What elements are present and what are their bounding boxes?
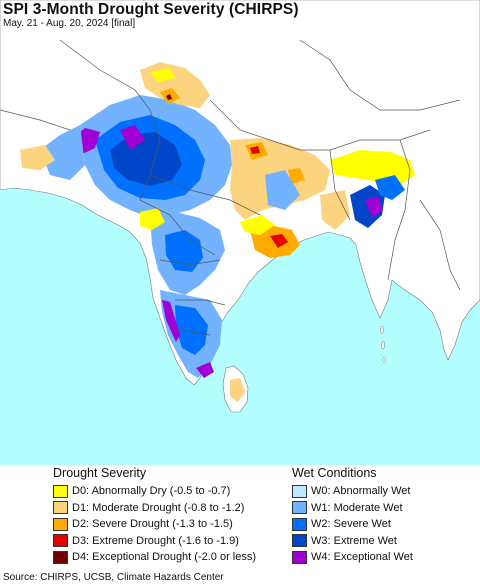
andaman-islands [380,325,386,364]
wet-legend: Wet Conditions W0: Abnormally Wet W1: Mo… [292,465,413,566]
legend-item-w0: W0: Abnormally Wet [292,483,413,500]
swatch-d4 [53,550,68,564]
legend-label-w1: W1: Moderate Wet [311,501,403,514]
swatch-w1 [292,501,307,515]
legend-label-w0: W0: Abnormally Wet [311,485,411,498]
legend-label-d1: D1: Moderate Drought (-0.8 to -1.2) [72,501,245,514]
swatch-d0 [53,484,68,498]
drought-map: SPI 3-Month Drought Severity (CHIRPS) Ma… [0,0,480,465]
legend-label-d4: D4: Exceptional Drought (-2.0 or less) [72,551,257,564]
swatch-d1 [53,501,68,515]
swatch-d3 [53,534,68,548]
map-subtitle: May. 21 - Aug. 20, 2024 [final] [3,18,136,29]
legend-item-d2: D2: Severe Drought (-1.3 to -1.5) [53,516,256,533]
anomaly-fields [20,62,415,402]
legend: Drought Severity D0: Abnormally Dry (-0.… [0,465,480,570]
swatch-w0 [292,484,307,498]
legend-label-w4: W4: Exceptional Wet [311,551,413,564]
swatch-w2 [292,517,307,531]
legend-item-w4: W4: Exceptional Wet [292,549,413,566]
legend-label-d3: D3: Extreme Drought (-1.6 to -1.9) [72,534,239,547]
legend-item-d1: D1: Moderate Drought (-0.8 to -1.2) [53,500,256,517]
legend-item-d0: D0: Abnormally Dry (-0.5 to -0.7) [53,483,256,500]
legend-label-w2: W2: Severe Wet [311,518,391,531]
legend-label-w3: W3: Extreme Wet [311,534,397,547]
map-title: SPI 3-Month Drought Severity (CHIRPS) [3,1,299,18]
map-canvas [0,0,480,413]
drought-legend-heading: Drought Severity [53,466,147,480]
swatch-w4 [292,550,307,564]
legend-item-w2: W2: Severe Wet [292,516,413,533]
legend-item-d3: D3: Extreme Drought (-1.6 to -1.9) [53,533,256,550]
swatch-w3 [292,534,307,548]
legend-label-d0: D0: Abnormally Dry (-0.5 to -0.7) [72,485,231,498]
legend-item-w1: W1: Moderate Wet [292,500,413,517]
legend-item-d4: D4: Exceptional Drought (-2.0 or less) [53,549,256,566]
title-block: SPI 3-Month Drought Severity (CHIRPS) Ma… [3,0,299,29]
source-credit: Source: CHIRPS, UCSB, Climate Hazards Ce… [3,572,224,583]
legend-label-d2: D2: Severe Drought (-1.3 to -1.5) [72,518,233,531]
legend-item-w3: W3: Extreme Wet [292,533,413,550]
swatch-d2 [53,517,68,531]
drought-legend: Drought Severity D0: Abnormally Dry (-0.… [53,465,256,566]
borders [0,39,461,336]
wet-legend-heading: Wet Conditions [292,466,377,480]
